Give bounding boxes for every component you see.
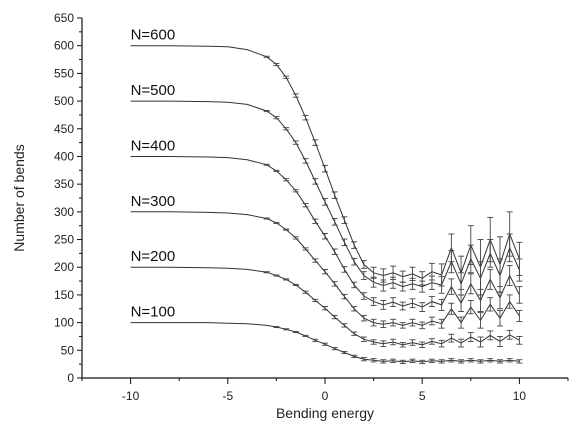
series-label: N=100 bbox=[131, 304, 176, 321]
y-tick-label: 600 bbox=[54, 39, 74, 53]
y-tick-label: 400 bbox=[54, 149, 74, 163]
y-tick-label: 350 bbox=[54, 177, 74, 191]
y-tick-label: 200 bbox=[54, 260, 74, 274]
y-tick-label: 250 bbox=[54, 233, 74, 247]
y-tick-label: 450 bbox=[54, 122, 74, 136]
x-tick-label: -10 bbox=[122, 389, 140, 403]
series-n-100 bbox=[131, 323, 523, 364]
x-tick-label: -5 bbox=[222, 389, 233, 403]
series-labels: N=600 N=500 N=400 N=300 N=200 N=100 bbox=[131, 27, 176, 321]
y-tick-label: 550 bbox=[54, 66, 74, 80]
series-label: N=400 bbox=[131, 137, 176, 154]
y-tick-label: 650 bbox=[54, 11, 74, 25]
x-tick-label: 10 bbox=[513, 389, 527, 403]
y-tick-label: 0 bbox=[67, 371, 74, 385]
y-tick-label: 150 bbox=[54, 288, 74, 302]
series-label: N=500 bbox=[131, 82, 176, 99]
y-axis-label: Number of bends bbox=[11, 144, 27, 251]
y-tick-label: 500 bbox=[54, 94, 74, 108]
series-n-600 bbox=[131, 46, 523, 295]
y-tick-label: 50 bbox=[61, 343, 75, 357]
series-group bbox=[131, 46, 523, 364]
series-label: N=200 bbox=[131, 248, 176, 265]
series-label: N=300 bbox=[131, 193, 176, 210]
y-tick-label: 300 bbox=[54, 205, 74, 219]
series-line bbox=[131, 46, 520, 279]
x-axis-label: Bending energy bbox=[276, 405, 374, 421]
series-n-400 bbox=[131, 157, 523, 312]
series-n-200 bbox=[131, 267, 523, 347]
y-tick-label: 100 bbox=[54, 316, 74, 330]
x-tick-label: 0 bbox=[322, 389, 329, 403]
series-label: N=600 bbox=[131, 27, 176, 44]
x-tick-label: 5 bbox=[419, 389, 426, 403]
